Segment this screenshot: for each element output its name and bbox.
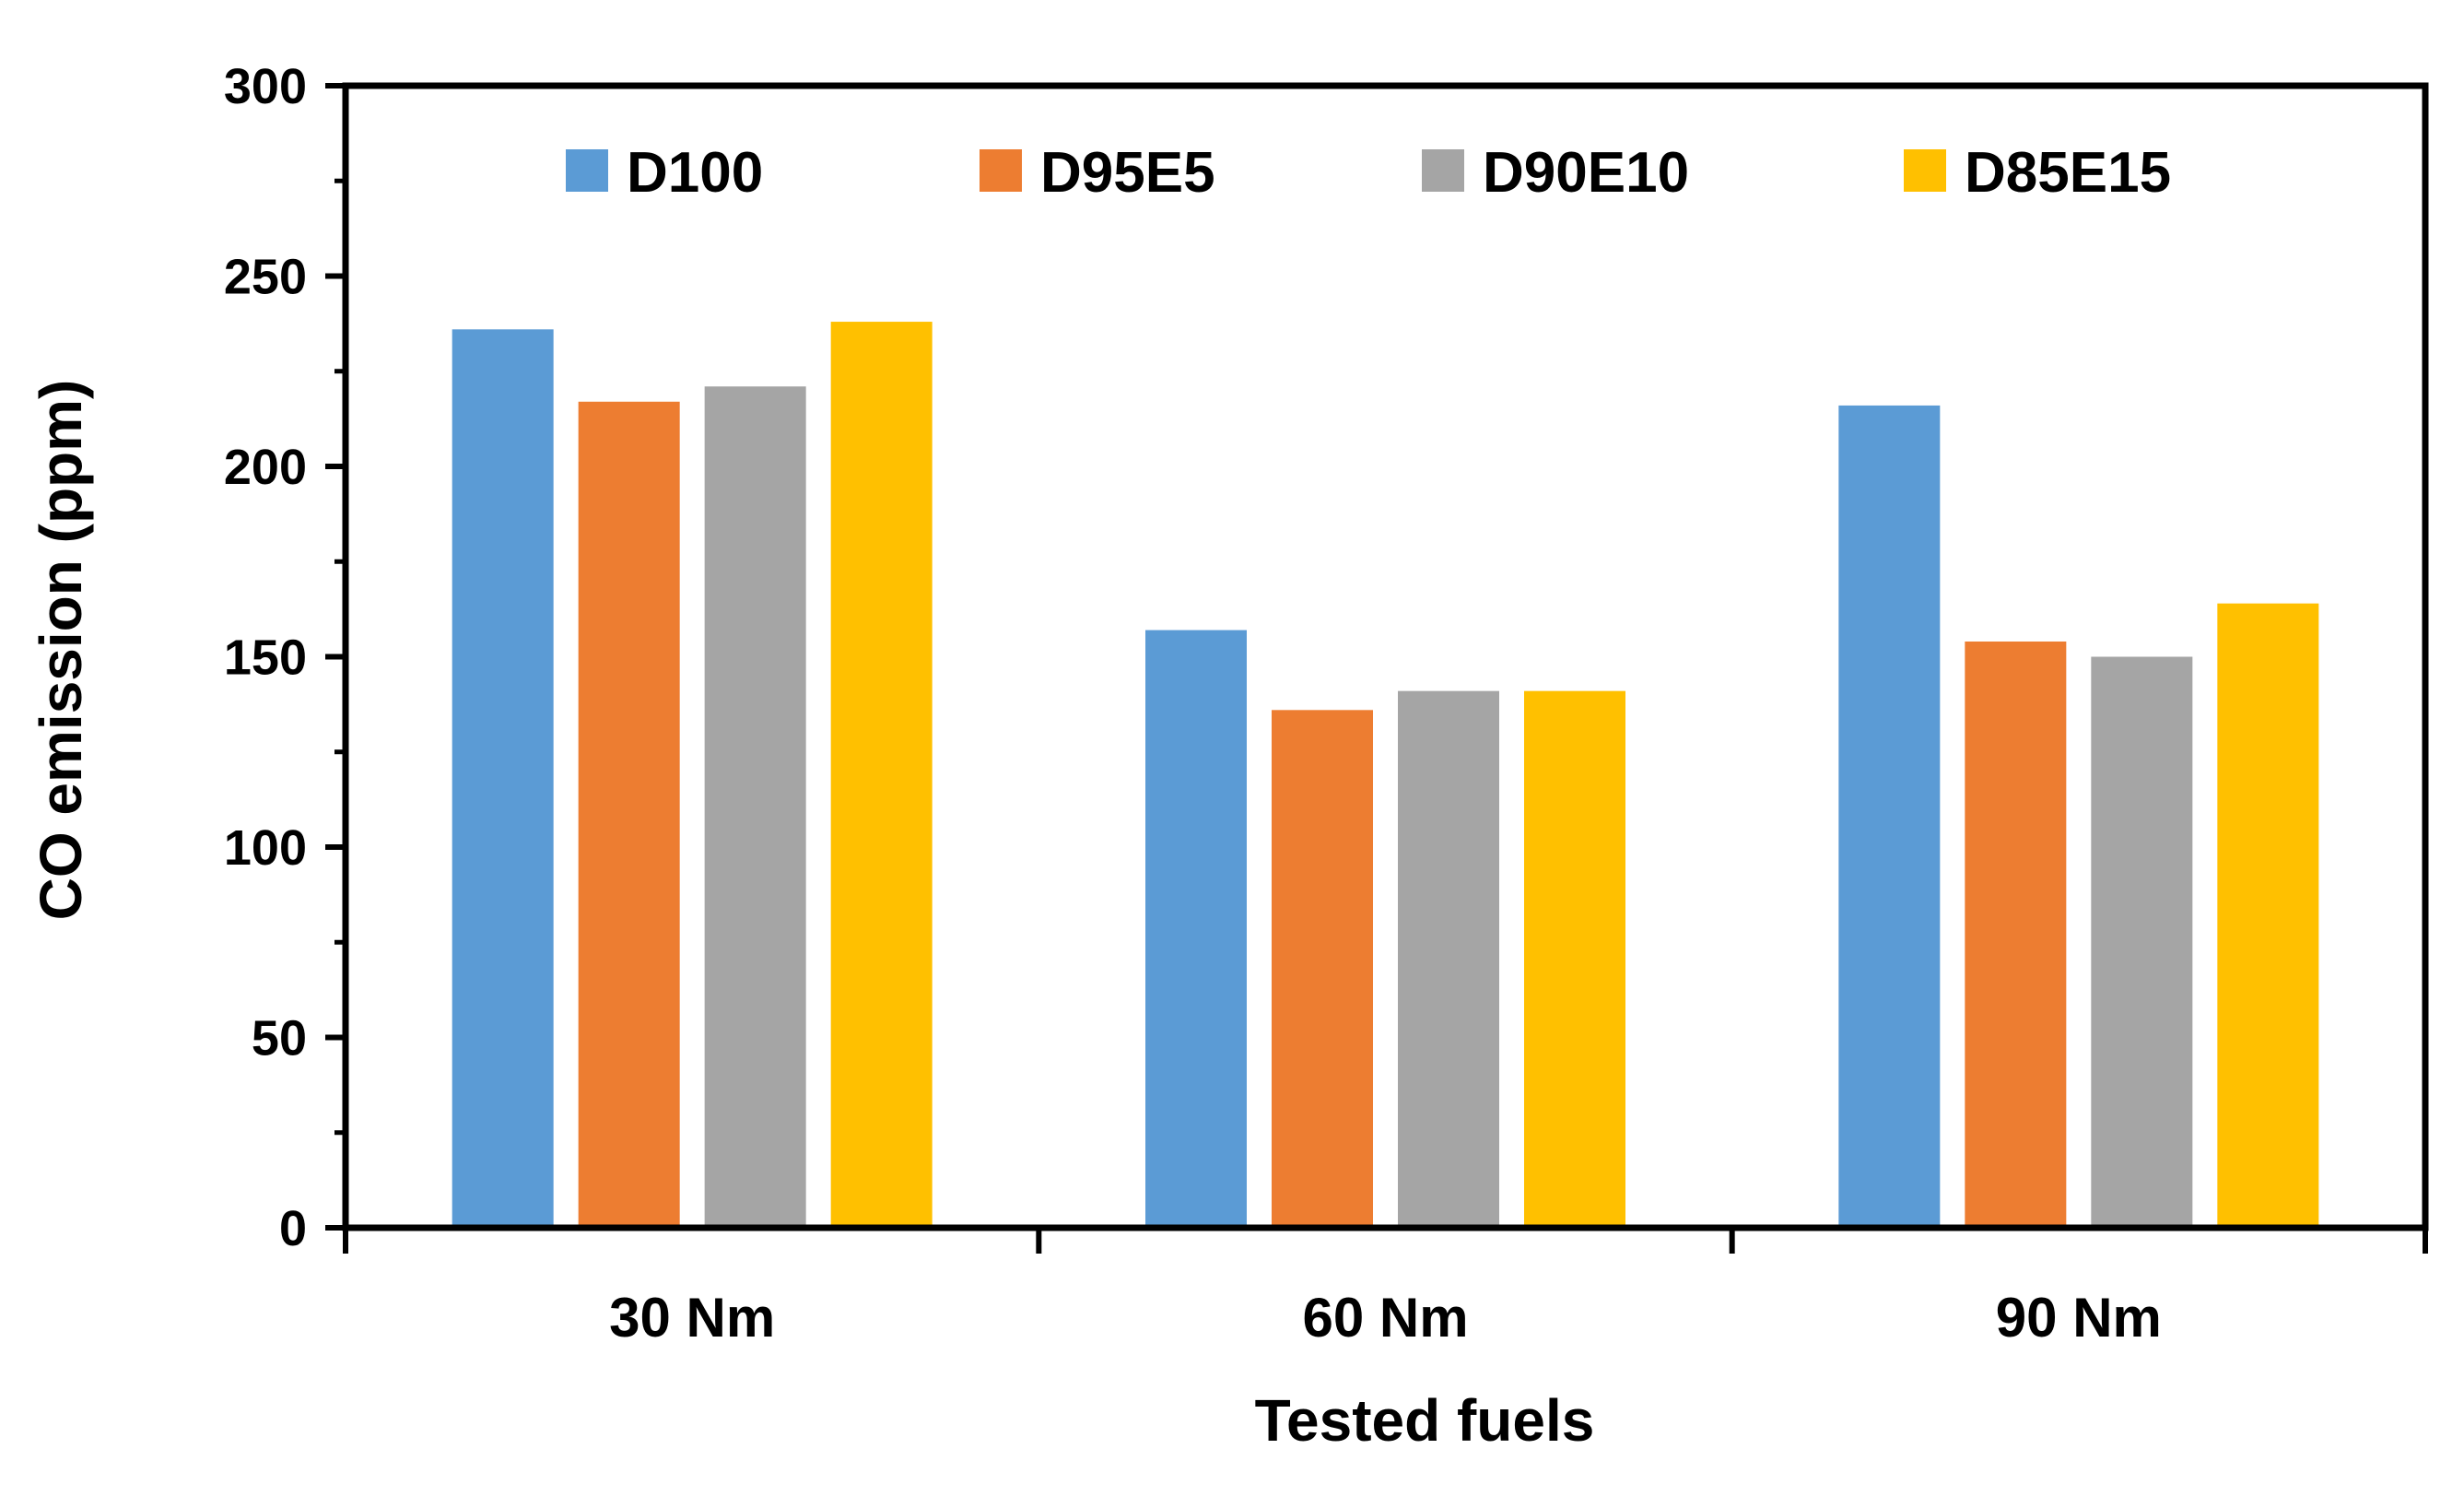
bar-d85e15-90-nm xyxy=(2217,603,2319,1228)
y-tick-label: 0 xyxy=(279,1201,307,1256)
bar-d95e5-90-nm xyxy=(1965,641,2067,1228)
bar-d100-60-nm xyxy=(1145,630,1247,1228)
x-category-label: 60 Nm xyxy=(1302,1287,1468,1349)
bar-d95e5-30-nm xyxy=(578,401,680,1228)
legend-swatch-d95e5 xyxy=(980,149,1022,192)
bar-d85e15-60-nm xyxy=(1524,690,1625,1228)
legend-swatch-d100 xyxy=(566,149,608,192)
y-tick-label: 200 xyxy=(224,440,307,495)
bar-d100-90-nm xyxy=(1838,405,1941,1228)
y-axis-title: CO emission (ppm) xyxy=(28,380,94,921)
legend-label-d90e10: D90E10 xyxy=(1483,141,1689,205)
y-tick-label: 50 xyxy=(252,1011,307,1066)
x-category-label: 30 Nm xyxy=(609,1287,775,1349)
bar-d95e5-60-nm xyxy=(1272,710,1373,1228)
y-tick-label: 100 xyxy=(224,820,307,876)
bar-d90e10-90-nm xyxy=(2091,656,2193,1228)
x-axis-title: Tested fuels xyxy=(1255,1387,1595,1454)
legend: D100 D95E5 D90E10 D85E15 xyxy=(566,141,2171,205)
legend-swatch-d85e15 xyxy=(1904,149,1946,192)
legend-label-d95e5: D95E5 xyxy=(1040,141,1215,205)
y-tick-label: 150 xyxy=(224,630,307,686)
legend-label-d100: D100 xyxy=(627,141,763,205)
bar-d90e10-60-nm xyxy=(1398,690,1499,1228)
legend-label-d85e15: D85E15 xyxy=(1965,141,2171,205)
x-category-label: 90 Nm xyxy=(1996,1287,2162,1349)
y-axis-ticks: 0 50 100 150 200 250 300 xyxy=(224,59,346,1256)
x-axis-categories: 30 Nm 60 Nm 90 Nm xyxy=(343,1228,2428,1349)
bars-layer xyxy=(452,322,2319,1228)
bar-d90e10-30-nm xyxy=(704,386,806,1228)
bar-d100-30-nm xyxy=(452,329,554,1228)
y-tick-label: 250 xyxy=(224,250,307,305)
y-tick-label: 300 xyxy=(224,59,307,114)
bar-d85e15-30-nm xyxy=(830,322,933,1228)
legend-swatch-d90e10 xyxy=(1422,149,1464,192)
